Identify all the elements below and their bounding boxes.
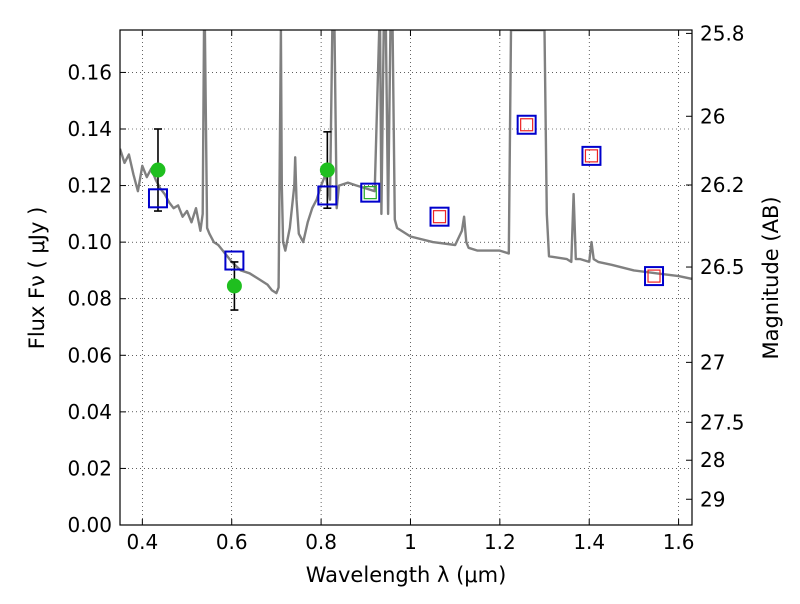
y-tick-label: 0.02	[67, 456, 112, 480]
y-tick-label: 0.10	[67, 230, 112, 254]
model-flux-inner-box	[432, 210, 447, 224]
x-tick-label: 0.4	[126, 530, 158, 554]
mag-tick-label: 26	[700, 104, 725, 128]
spectrum-layer	[120, 30, 692, 295]
model-flux-box	[429, 206, 450, 227]
mag-tick-label: 27	[700, 350, 725, 374]
model-flux-box	[516, 114, 537, 135]
y-tick-label: 0.16	[67, 60, 112, 84]
x-tick-label: 1.4	[573, 530, 605, 554]
model-flux-inner-box	[520, 118, 534, 132]
model-flux-box	[147, 188, 168, 209]
tick-layer: 0.4 0.6 0.8 1 1.2 1.4 1.6 0.00 0.02 0.04 0.06 0.08 0…	[67, 21, 744, 554]
model-flux-box	[224, 250, 245, 271]
model-flux-inner-box	[647, 269, 661, 283]
model-flux-inner-box	[363, 186, 377, 200]
observed-flux-point	[226, 278, 242, 294]
y-tick-label: 0.06	[67, 343, 112, 367]
x-tick-label: 1.6	[663, 530, 695, 554]
model-flux-box	[317, 185, 338, 206]
y-axis-title: Flux Fν ( μJy )	[25, 207, 49, 350]
y-tick-label: 0.12	[67, 174, 112, 198]
mag-tick-label: 28	[700, 448, 725, 472]
model-flux-box	[644, 266, 665, 287]
x-tick-label: 1.2	[484, 530, 516, 554]
model-spectrum-line	[120, 30, 692, 295]
model-flux-box	[360, 182, 381, 203]
x-tick-label: 0.6	[216, 530, 248, 554]
x-tick-label: 1	[404, 530, 417, 554]
observed-flux-point	[319, 162, 335, 178]
mag-tick-label: 29	[700, 487, 725, 511]
marker-layer	[147, 114, 665, 311]
mag-tick-label: 25.8	[700, 21, 745, 45]
model-flux-inner-box	[584, 149, 599, 163]
x-axis-title: Wavelength λ (μm)	[306, 563, 507, 587]
x-tick-label: 0.8	[305, 530, 337, 554]
y2-axis-title: Magnitude (AB)	[759, 196, 783, 359]
mag-tick-label: 26.5	[700, 255, 745, 279]
y-tick-label: 0.14	[67, 117, 112, 141]
model-flux-box	[581, 145, 602, 166]
observed-flux-point	[150, 162, 166, 178]
mag-tick-label: 26.2	[700, 173, 745, 197]
y-tick-label: 0.04	[67, 400, 112, 424]
plot-frame	[119, 29, 693, 526]
mag-tick-label: 27.5	[700, 410, 745, 434]
y-tick-label: 0.00	[67, 513, 112, 537]
y-tick-label: 0.08	[67, 287, 112, 311]
